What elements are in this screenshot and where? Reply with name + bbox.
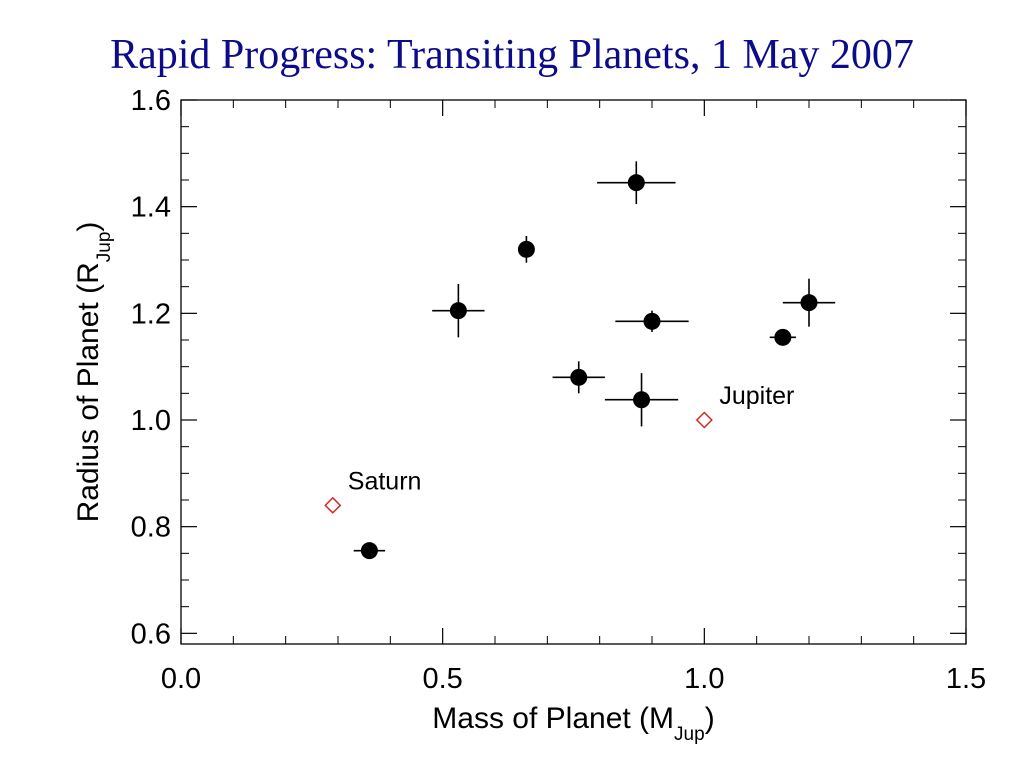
planet-point bbox=[643, 312, 661, 330]
point-annotation: Saturn bbox=[348, 467, 422, 495]
slide-title: Rapid Progress: Transiting Planets, 1 Ma… bbox=[110, 32, 914, 78]
planet-point bbox=[627, 174, 645, 192]
plot-frame bbox=[180, 99, 967, 645]
y-tick-label: 0.8 bbox=[131, 512, 171, 544]
y-axis-label: Radius of Planet (RJup) bbox=[72, 222, 115, 523]
y-tick-label: 1.0 bbox=[131, 405, 171, 437]
y-tick-label: 1.4 bbox=[131, 192, 171, 224]
planet-point bbox=[633, 391, 651, 409]
solar-system-point bbox=[695, 411, 713, 429]
x-axis-label: Mass of Planet (MJup) bbox=[432, 702, 714, 745]
planet-point bbox=[517, 240, 535, 258]
y-tick-label: 1.2 bbox=[131, 298, 171, 330]
planet-point bbox=[774, 328, 792, 346]
y-tick-label: 1.6 bbox=[131, 85, 171, 117]
labels-layer: 0.0 0.5 1.0 1.5 0.6 0.8 1.0 1.2 1.4 1.6 Mass of Pl… bbox=[72, 85, 986, 745]
x-tick-label: 0.5 bbox=[423, 663, 463, 695]
planet-point bbox=[449, 302, 467, 320]
planet-point bbox=[360, 542, 378, 560]
solar-system-point bbox=[324, 496, 342, 514]
marks-layer bbox=[324, 161, 836, 560]
x-tick-label: 1.5 bbox=[946, 663, 986, 695]
x-tick-label: 0.0 bbox=[161, 663, 201, 695]
x-tick-label: 1.0 bbox=[684, 663, 724, 695]
axes-layer bbox=[180, 99, 967, 645]
planet-point bbox=[800, 294, 818, 312]
planet-point bbox=[570, 368, 588, 386]
y-tick-label: 0.6 bbox=[131, 618, 171, 650]
point-annotation: Jupiter bbox=[719, 382, 794, 410]
